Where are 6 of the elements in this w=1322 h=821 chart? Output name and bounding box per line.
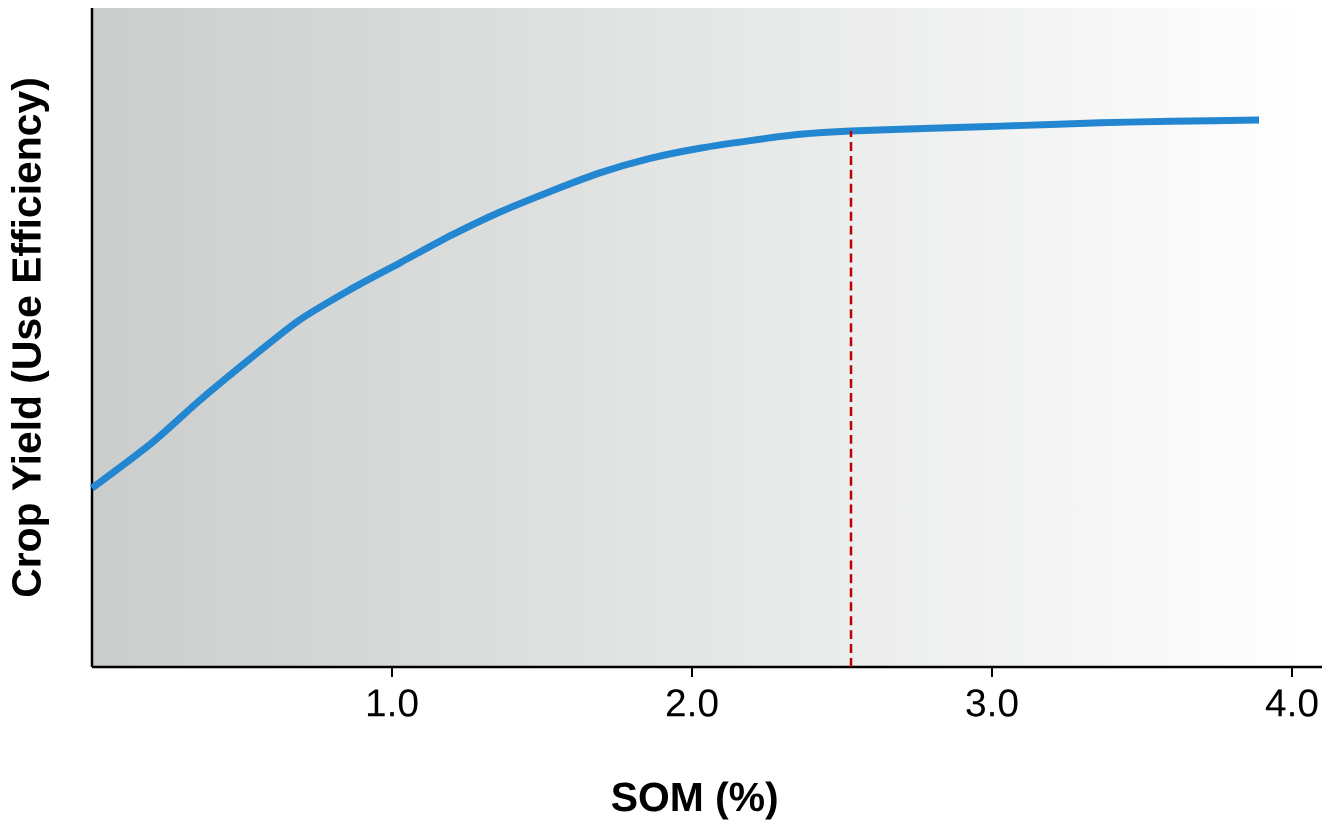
- x-tick-label: 4.0: [1265, 689, 1318, 717]
- x-tick-label: 2.0: [666, 689, 718, 717]
- y-axis-title: Crop Yield (Use Efficiency): [10, 79, 50, 597]
- x-tick-label: 3.0: [966, 689, 1018, 717]
- x-axis-title: SOM (%): [611, 781, 777, 820]
- x-tick-label: 1.0: [367, 689, 418, 717]
